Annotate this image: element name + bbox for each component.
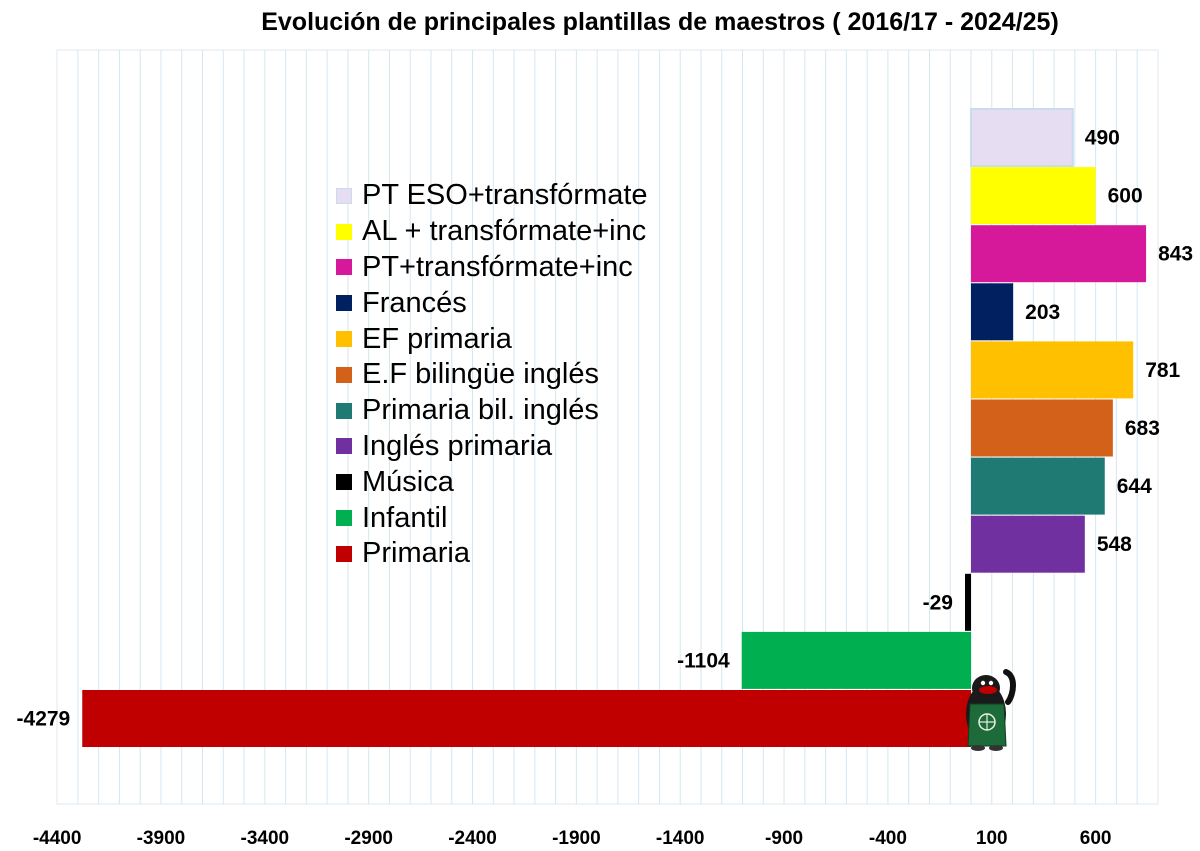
x-tick-label: -1900 xyxy=(552,828,601,849)
legend-item: Infantil xyxy=(336,500,648,536)
bar-musica xyxy=(965,573,971,631)
x-tick-label: -3400 xyxy=(241,828,290,849)
data-label: 490 xyxy=(1085,127,1120,150)
legend-label: E.F bilingüe inglés xyxy=(362,358,599,391)
bar-primaria xyxy=(82,690,971,747)
bar-e-f-bilingue-ingles xyxy=(971,399,1113,457)
plot-area xyxy=(56,49,1159,805)
data-label: 843 xyxy=(1158,243,1193,266)
bar-al-transformate-inc xyxy=(971,167,1096,225)
penguin-mascot-icon xyxy=(966,669,1016,751)
x-tick-label: -4400 xyxy=(33,828,82,849)
legend-swatch xyxy=(336,545,352,562)
x-tick-label: 600 xyxy=(1080,828,1112,849)
x-tick-label: -400 xyxy=(869,828,907,849)
legend-label: AL + transfórmate+inc xyxy=(362,215,647,248)
legend-item: Música xyxy=(336,464,648,500)
chart-title: Evolución de principales plantillas de m… xyxy=(261,8,1059,36)
data-label: 644 xyxy=(1117,475,1152,498)
legend-swatch xyxy=(336,223,352,240)
data-label: 683 xyxy=(1125,417,1160,440)
legend-swatch xyxy=(336,438,352,455)
x-tick-label: -2400 xyxy=(448,828,497,849)
bar-ef-primaria xyxy=(971,341,1134,399)
legend-swatch xyxy=(336,366,352,383)
data-label: 203 xyxy=(1025,301,1060,324)
legend-label: EF primaria xyxy=(362,322,512,355)
legend-item: AL + transfórmate+inc xyxy=(336,214,648,250)
legend-item: Primaria xyxy=(336,536,648,572)
legend-item: E.F bilingüe inglés xyxy=(336,357,648,393)
data-label: 548 xyxy=(1097,533,1132,556)
data-label: -4279 xyxy=(17,708,71,731)
x-tick-label: -2900 xyxy=(344,828,393,849)
legend-label: Primaria bil. inglés xyxy=(362,394,599,427)
legend-item: Francés xyxy=(336,285,648,321)
legend-label: Francés xyxy=(362,286,467,319)
legend-item: Primaria bil. inglés xyxy=(336,393,648,429)
x-tick-label: -3900 xyxy=(137,828,186,849)
legend-swatch xyxy=(336,402,352,419)
x-tick-label: -900 xyxy=(765,828,803,849)
bar-primaria-bil-ingles xyxy=(971,457,1105,515)
x-tick-label: -1400 xyxy=(656,828,705,849)
legend-item: EF primaria xyxy=(336,321,648,357)
data-label: 781 xyxy=(1145,359,1180,382)
legend-swatch xyxy=(336,295,352,312)
data-label: 600 xyxy=(1108,185,1143,208)
legend: PT ESO+transfórmate AL + transfórmate+inc… xyxy=(336,178,648,572)
legend-swatch xyxy=(336,510,352,527)
bar-frances xyxy=(971,283,1014,341)
legend-item: PT+transfórmate+inc xyxy=(336,250,648,286)
legend-label: PT ESO+transfórmate xyxy=(362,179,648,212)
bar-pt-eso-transformate xyxy=(970,108,1074,167)
bar-ingles-primaria xyxy=(971,515,1085,573)
bar-infantil xyxy=(741,631,971,689)
x-tick-label: 100 xyxy=(976,828,1008,849)
legend-label: Primaria xyxy=(362,537,470,570)
legend-label: Infantil xyxy=(362,501,448,534)
data-label: -1104 xyxy=(677,649,730,672)
legend-item: Inglés primaria xyxy=(336,429,648,465)
legend-label: Inglés primaria xyxy=(362,429,553,462)
legend-item: PT ESO+transfórmate xyxy=(336,178,648,214)
legend-swatch xyxy=(336,474,352,491)
legend-swatch xyxy=(336,331,352,348)
legend-label: Música xyxy=(362,465,454,498)
legend-label: PT+transfórmate+inc xyxy=(362,250,633,283)
data-label: -29 xyxy=(923,591,953,614)
legend-swatch xyxy=(336,259,352,276)
legend-swatch xyxy=(336,187,352,204)
bar-pt-transformate-inc xyxy=(971,225,1147,283)
